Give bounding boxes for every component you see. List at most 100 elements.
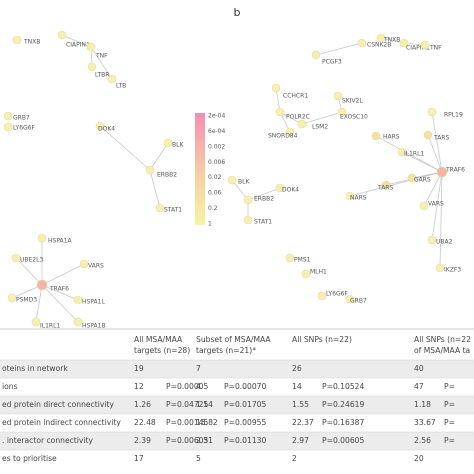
node xyxy=(381,180,391,190)
cell-p: P=0.00605 xyxy=(166,436,209,445)
node-label: TRAF6 xyxy=(49,286,69,293)
node xyxy=(86,42,96,52)
node-label: IL1RL1 xyxy=(40,323,60,330)
node xyxy=(36,279,48,291)
node-label: PMS1 xyxy=(294,257,311,264)
edge xyxy=(423,171,443,207)
node-label: LTBR xyxy=(95,72,109,79)
table-header: All SNPs (n=22) xyxy=(292,335,352,344)
cell-value: 7 xyxy=(196,364,201,373)
node-label: TNXB xyxy=(383,37,400,44)
node-label: GRB7 xyxy=(13,115,30,122)
table-header: of MSA/MAA ta xyxy=(414,346,470,355)
node xyxy=(275,183,285,193)
node-label: NARS xyxy=(350,195,367,202)
node-label: TNF xyxy=(95,53,108,60)
node-label: HARS xyxy=(383,134,400,141)
cell-p: P=0.01705 xyxy=(224,400,267,409)
row-label: ed protein indirect connectivity xyxy=(2,418,121,427)
node-label: DOK4 xyxy=(98,126,115,133)
cell-value: 1.18 xyxy=(414,400,431,409)
node-label: MLH1 xyxy=(310,269,327,276)
node xyxy=(399,38,409,48)
node-label: LSM2 xyxy=(312,124,328,131)
colorbar-label: 1 xyxy=(208,221,212,228)
node xyxy=(419,201,429,211)
cell-value: 2 xyxy=(292,454,297,463)
edge xyxy=(349,171,443,197)
table-header: All SNPs (n=22 xyxy=(414,335,471,344)
edge xyxy=(35,284,43,323)
edge xyxy=(431,171,443,241)
node xyxy=(73,295,83,305)
node xyxy=(11,253,21,263)
node-label: UBE2L3 xyxy=(20,257,43,264)
edge xyxy=(41,284,79,301)
edge xyxy=(149,142,169,171)
table-header: Subset of MSA/MAA xyxy=(196,335,271,344)
edge xyxy=(301,111,343,125)
edge xyxy=(41,284,79,323)
table-header: targets (n=21)* xyxy=(196,346,256,355)
colorbar-label: 0.02 xyxy=(208,174,222,181)
node-label: TNXB xyxy=(23,39,40,46)
cell-p: P=0.01130 xyxy=(224,436,267,445)
edge xyxy=(439,171,443,269)
node xyxy=(345,191,355,201)
node-label: VARS xyxy=(428,201,444,208)
node-label: CIAPIN1 xyxy=(66,42,90,49)
node-label: ERBB2 xyxy=(157,172,177,179)
row-label: . interactor connectivity xyxy=(2,436,93,445)
cell-p: P= xyxy=(444,418,455,427)
node xyxy=(155,203,165,213)
cell-value: 1.26 xyxy=(134,400,151,409)
node-label: LY6G6F xyxy=(326,291,348,298)
node xyxy=(333,91,343,101)
node xyxy=(371,131,381,141)
node-label: VARS xyxy=(88,263,104,270)
cell-value: 26 xyxy=(292,364,302,373)
node-label: LTB xyxy=(116,83,126,90)
cell-value: 12 xyxy=(134,382,144,391)
node xyxy=(423,130,433,140)
node xyxy=(337,107,347,117)
cell-p: P=0.04725 xyxy=(166,400,209,409)
node-label: DOK4 xyxy=(282,187,299,194)
node-label: STAT1 xyxy=(164,207,182,214)
cell-p: P=0.00145 xyxy=(166,418,209,427)
node-label: ERBB2 xyxy=(254,196,274,203)
edge xyxy=(431,111,443,173)
node xyxy=(87,62,97,72)
node-label: CCHCR1 xyxy=(283,93,308,100)
node-label: EXOSC10 xyxy=(340,114,368,121)
cell-value: 17 xyxy=(134,454,144,463)
edge xyxy=(11,284,43,299)
node-label: RPL19 xyxy=(444,112,463,119)
cell-value: 14 xyxy=(292,382,302,391)
node xyxy=(37,233,47,243)
node xyxy=(420,40,430,50)
node xyxy=(95,121,105,131)
node-label: BLK xyxy=(238,179,250,186)
node xyxy=(57,30,67,40)
cell-value: 5 xyxy=(196,454,201,463)
edge xyxy=(41,263,85,286)
colorbar xyxy=(195,113,205,225)
node-label: SNORD84 xyxy=(268,133,298,140)
cell-p: P= xyxy=(444,436,455,445)
table-header: targets (n=28) xyxy=(134,346,190,355)
cell-value: 4 xyxy=(196,382,201,391)
panel-label: b xyxy=(234,6,241,19)
row-label: ed protein direct connectivity xyxy=(2,400,114,409)
node xyxy=(436,166,448,178)
cell-value: 2.39 xyxy=(134,436,151,445)
node xyxy=(435,263,445,273)
row-label: es to prioritise xyxy=(2,454,57,463)
edge xyxy=(90,46,113,80)
node xyxy=(145,165,155,175)
node-label: TRAF6 xyxy=(445,167,465,174)
colorbar-label: 6e-04 xyxy=(208,128,225,135)
node xyxy=(271,83,281,93)
edge xyxy=(401,151,443,173)
